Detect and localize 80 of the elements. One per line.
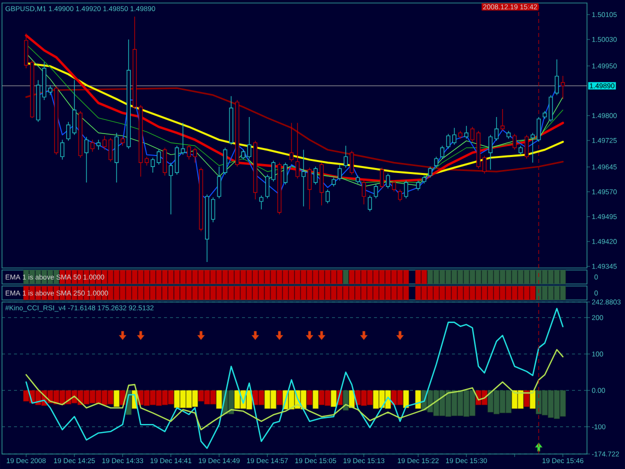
- candlestick: [326, 189, 330, 204]
- candlestick: [524, 134, 529, 160]
- candlestick: [422, 175, 426, 184]
- candlestick: [476, 130, 480, 169]
- candlestick: [229, 96, 234, 146]
- candlestick: [488, 134, 493, 170]
- candlestick: [464, 126, 468, 140]
- candlestick: [186, 144, 191, 160]
- candlestick: [36, 80, 40, 122]
- candlestick: [470, 126, 474, 142]
- candlestick: [458, 130, 462, 140]
- candlestick: [132, 16, 137, 110]
- candlestick: [217, 166, 222, 199]
- candlestick: [192, 147, 198, 164]
- candlestick: [96, 139, 101, 150]
- candlestick: [162, 147, 167, 176]
- candlestick: [78, 110, 82, 158]
- candlestick: [500, 108, 505, 132]
- candlestick: [356, 175, 360, 184]
- candlestick: [265, 174, 270, 199]
- candlestick: [198, 167, 204, 232]
- candlestick: [30, 60, 34, 118]
- candlestick: [72, 80, 76, 136]
- candlestick: [205, 194, 210, 262]
- candlestick: [180, 122, 185, 156]
- candlestick: [380, 167, 384, 189]
- candlestick: [320, 162, 324, 206]
- candlestick: [332, 177, 336, 187]
- candlestick: [392, 180, 396, 192]
- candlestick: [156, 149, 161, 165]
- candlestick: [60, 139, 64, 160]
- candlestick: [126, 39, 131, 150]
- candlestick: [542, 110, 547, 120]
- candlestick: [277, 162, 282, 215]
- candlestick: [398, 189, 402, 202]
- candlestick: [259, 195, 264, 210]
- candlestick: [374, 184, 378, 199]
- candlestick: [302, 149, 306, 207]
- candlestick: [362, 180, 366, 205]
- candlestick: [235, 100, 240, 167]
- candlestick: [223, 147, 228, 175]
- candlestick: [338, 164, 342, 181]
- candlestick: [368, 195, 372, 212]
- candlestick: [344, 145, 348, 168]
- candlestick: [108, 137, 113, 162]
- candlestick: [84, 136, 88, 183]
- candlestick: [90, 139, 95, 152]
- candlestick: [174, 145, 179, 175]
- candlestick: [66, 122, 70, 142]
- candlestick: [211, 197, 216, 223]
- candlestick: [120, 136, 125, 146]
- candlestick: [308, 167, 312, 210]
- candlestick: [283, 162, 288, 185]
- candlestick: [350, 150, 354, 175]
- candlestick: [295, 122, 300, 179]
- candlestick: [253, 140, 258, 200]
- candlestick: [114, 132, 119, 183]
- candlestick: [428, 166, 432, 178]
- candlestick: [416, 180, 420, 191]
- candlestick: [386, 173, 390, 189]
- candlestick: [434, 156, 438, 168]
- line-series: [25, 87, 564, 172]
- line-series: [25, 62, 564, 176]
- candlestick: [102, 135, 107, 150]
- candlestick: [482, 155, 487, 174]
- candlestick: [24, 33, 28, 69]
- candlestick: [548, 94, 553, 122]
- candlestick: [506, 130, 511, 140]
- candlestick: [271, 160, 276, 182]
- candlestick: [494, 116, 499, 142]
- candlestick: [452, 128, 456, 146]
- candlestick: [554, 58, 559, 96]
- candlestick: [446, 133, 450, 150]
- candlestick: [314, 166, 318, 185]
- candlestick: [404, 180, 408, 199]
- candlestick: [518, 145, 523, 156]
- line-series: [25, 348, 564, 430]
- candlestick: [440, 145, 444, 160]
- candlestick: [512, 133, 517, 150]
- candlestick: [289, 122, 294, 162]
